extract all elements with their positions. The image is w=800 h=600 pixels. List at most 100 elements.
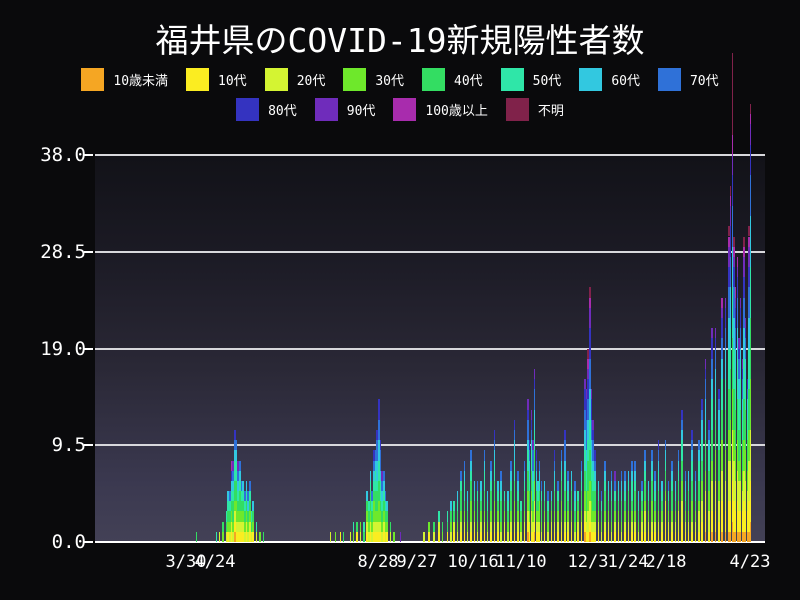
bar-column[interactable] xyxy=(234,430,236,542)
legend-item-70代[interactable]: 70代 xyxy=(657,67,719,91)
bar-column[interactable] xyxy=(604,460,606,542)
bar-column[interactable] xyxy=(252,501,254,542)
legend-item-60代[interactable]: 60代 xyxy=(579,67,640,91)
legend-item-50代[interactable]: 50代 xyxy=(500,67,561,91)
bar-column[interactable] xyxy=(718,389,720,542)
legend-item-10歳未満[interactable]: 10歳未満 xyxy=(81,67,168,91)
bar-column[interactable] xyxy=(433,521,435,542)
bar-column[interactable] xyxy=(641,480,643,542)
bar-column[interactable] xyxy=(594,450,596,542)
bar-column[interactable] xyxy=(704,358,707,542)
bar-column[interactable] xyxy=(371,491,373,542)
bar-column[interactable] xyxy=(249,480,251,542)
bar-column[interactable] xyxy=(746,379,749,542)
bar-column[interactable] xyxy=(664,440,667,542)
bar-column[interactable] xyxy=(381,470,383,542)
bar-column[interactable] xyxy=(222,521,224,542)
bar-column[interactable] xyxy=(507,491,509,542)
bar-column[interactable] xyxy=(677,450,680,542)
bar-column[interactable] xyxy=(567,470,569,542)
bar-column[interactable] xyxy=(657,440,660,542)
legend-item-30代[interactable]: 30代 xyxy=(343,67,404,91)
legend-item-10代[interactable]: 10代 xyxy=(186,67,247,91)
bar-column[interactable] xyxy=(215,531,218,542)
bar-column[interactable] xyxy=(466,491,469,542)
bar-column[interactable] xyxy=(671,460,673,542)
bar-column[interactable] xyxy=(748,226,750,542)
bar-column[interactable] xyxy=(538,460,541,542)
bar-column[interactable] xyxy=(734,287,737,542)
bar-column[interactable] xyxy=(721,297,723,542)
bar-column[interactable] xyxy=(600,491,603,542)
bar-column[interactable] xyxy=(687,470,690,542)
bar-column[interactable] xyxy=(356,521,358,542)
bar-column[interactable] xyxy=(527,399,529,542)
bar-column[interactable] xyxy=(237,460,239,542)
bar-column[interactable] xyxy=(369,470,372,542)
bar-column[interactable] xyxy=(227,491,229,542)
bar-column[interactable] xyxy=(386,501,388,542)
bar-column[interactable] xyxy=(584,379,586,542)
bar-column[interactable] xyxy=(493,430,496,542)
bar-column[interactable] xyxy=(423,531,425,542)
bar-column[interactable] xyxy=(366,491,368,542)
bar-column[interactable] xyxy=(235,440,238,542)
bar-column[interactable] xyxy=(247,491,249,542)
bar-column[interactable] xyxy=(698,440,700,542)
bar-column[interactable] xyxy=(473,480,476,542)
bar-column[interactable] xyxy=(644,450,646,542)
bar-column[interactable] xyxy=(245,480,248,542)
bar-column[interactable] xyxy=(731,53,734,542)
bar-column[interactable] xyxy=(513,419,516,542)
bar-column[interactable] xyxy=(749,104,752,542)
bar-column[interactable] xyxy=(574,480,576,542)
bar-column[interactable] xyxy=(674,480,677,542)
bar-column[interactable] xyxy=(250,511,253,542)
bar-column[interactable] xyxy=(661,480,663,542)
bar-column[interactable] xyxy=(651,450,653,542)
bar-column[interactable] xyxy=(460,470,462,542)
bar-column[interactable] xyxy=(647,480,650,542)
bar-column[interactable] xyxy=(329,531,332,542)
bar-column[interactable] xyxy=(667,480,670,542)
bar-column[interactable] xyxy=(528,440,531,542)
bar-column[interactable] xyxy=(225,511,228,542)
bar-column[interactable] xyxy=(547,491,549,542)
legend-item-不明[interactable]: 不明 xyxy=(505,97,564,121)
bar-column[interactable] xyxy=(589,287,591,542)
bar-column[interactable] xyxy=(580,460,583,542)
bar-column[interactable] xyxy=(373,450,375,542)
bar-column[interactable] xyxy=(592,419,594,542)
bar-column[interactable] xyxy=(523,460,526,542)
bar-column[interactable] xyxy=(339,531,342,542)
bar-column[interactable] xyxy=(352,521,355,542)
bar-column[interactable] xyxy=(607,480,610,542)
bar-column[interactable] xyxy=(738,338,740,542)
bar-column[interactable] xyxy=(428,521,430,542)
legend-item-40代[interactable]: 40代 xyxy=(422,67,483,91)
bar-column[interactable] xyxy=(486,491,489,542)
bar-column[interactable] xyxy=(446,511,449,542)
bar-column[interactable] xyxy=(691,430,693,542)
bar-column[interactable] xyxy=(560,450,563,542)
bar-column[interactable] xyxy=(450,501,452,542)
bar-column[interactable] xyxy=(232,460,234,542)
bar-column[interactable] xyxy=(637,491,640,542)
bar-column[interactable] xyxy=(564,430,566,542)
bar-column[interactable] xyxy=(229,491,231,542)
bar-column[interactable] xyxy=(537,480,539,542)
bar-column[interactable] xyxy=(587,348,589,542)
bar-column[interactable] xyxy=(736,256,739,542)
bar-column[interactable] xyxy=(259,531,261,542)
bar-column[interactable] xyxy=(374,450,377,542)
bar-column[interactable] xyxy=(577,491,579,542)
bar-column[interactable] xyxy=(620,470,623,542)
bar-column[interactable] xyxy=(631,460,633,542)
bar-column[interactable] xyxy=(535,450,538,542)
bar-column[interactable] xyxy=(520,501,522,542)
bar-column[interactable] xyxy=(728,226,730,542)
bar-column[interactable] xyxy=(463,460,466,542)
bar-column[interactable] xyxy=(218,531,221,542)
bar-column[interactable] xyxy=(349,531,352,542)
bar-column[interactable] xyxy=(694,470,697,542)
